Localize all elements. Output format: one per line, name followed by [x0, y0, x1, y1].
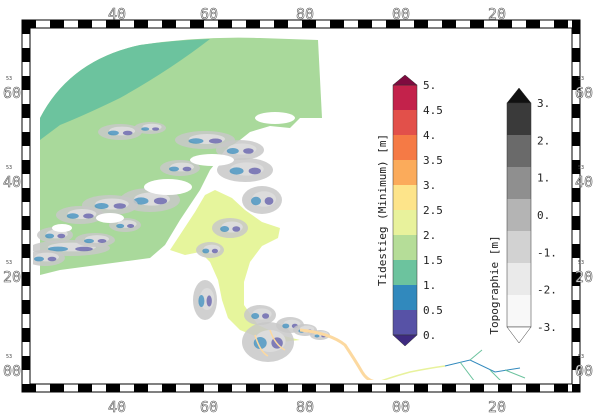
topography-swatch	[507, 231, 531, 263]
tidal-rise-label: 1.5	[423, 254, 443, 267]
tidal-rise-label: 2.5	[423, 204, 443, 217]
y-prefix-right-60: 53	[578, 76, 584, 82]
tidal-rise-bottom-cap	[392, 334, 418, 347]
topography-swatch	[507, 263, 531, 295]
x-tick-top-80: 80	[296, 5, 314, 23]
y-tick-right-40: 40	[575, 173, 593, 191]
y-tick-right-00: 00	[575, 362, 593, 380]
tidal-rise-label: 3.	[423, 179, 436, 192]
x-tick-bottom-20: 20	[488, 398, 506, 416]
topography-label: 1.	[537, 172, 550, 185]
coastal-land	[33, 122, 330, 362]
y-prefix-left-60: 53	[6, 76, 12, 82]
y-prefix-left-00: 53	[6, 354, 12, 360]
topography-label: 2.	[537, 134, 550, 147]
y-prefix-right-20: 53	[578, 260, 584, 266]
topography-label: 3.	[537, 97, 550, 110]
tidal-rise-label: 1.	[423, 279, 436, 292]
x-tick-top-60: 60	[200, 5, 218, 23]
x-tick-bottom-40: 40	[108, 398, 126, 416]
tidal-rise-swatches	[392, 84, 418, 336]
topography-colorbar: 3. 2. 1. 0. -1. -2. -3. Topographie [m]	[488, 87, 557, 344]
y-tick-left-00: 00	[3, 362, 21, 380]
y-tick-right-60: 60	[575, 84, 593, 102]
tidal-rise-title: Tidestieg (Minimum) [m]	[376, 134, 389, 286]
topography-swatch	[507, 103, 531, 135]
tidal-rise-label: 5.	[423, 79, 436, 92]
tidal-rise-label: 0.	[423, 329, 436, 342]
tidal-rise-swatch	[393, 260, 417, 285]
tidal-rise-swatch	[393, 160, 417, 185]
tidal-rise-label: 4.	[423, 129, 436, 142]
y-tick-prefixes: 53 53 53 53 53 53 53 53	[6, 76, 584, 360]
topography-label: -3.	[537, 321, 557, 334]
topography-labels: 3. 2. 1. 0. -1. -2. -3.	[537, 97, 557, 334]
tidal-rise-swatch	[393, 310, 417, 335]
coordinate-labels: 40 60 80 00 20 40 60 80 00 20 60 40 20 0…	[3, 5, 594, 417]
topography-top-cap	[506, 87, 532, 104]
x-tick-bottom-60: 60	[200, 398, 218, 416]
tidal-rise-swatch	[393, 210, 417, 235]
tidal-rise-swatch	[393, 185, 417, 210]
x-tick-top-00: 00	[392, 5, 410, 23]
topography-title: Topographie [m]	[488, 235, 501, 334]
y-prefix-left-40: 53	[6, 165, 12, 171]
topography-label: 0.	[537, 209, 550, 222]
tidal-rise-swatch	[393, 110, 417, 135]
tidal-rise-swatch	[393, 135, 417, 160]
y-tick-left-60: 60	[3, 84, 21, 102]
topography-swatches	[506, 102, 532, 328]
tidal-rise-swatch	[393, 285, 417, 310]
x-tick-bottom-80: 80	[296, 398, 314, 416]
topography-swatch	[507, 295, 531, 327]
topography-bottom-cap	[506, 326, 532, 344]
topography-swatch	[507, 199, 531, 231]
tidal-rise-labels: 5. 4.5 4. 3.5 3. 2.5 2. 1.5 1. 0.5 0.	[423, 79, 443, 342]
topography-label: -1.	[537, 246, 557, 259]
deep-sea-area	[40, 39, 210, 140]
estuary-area	[170, 190, 300, 342]
topography-swatch	[507, 135, 531, 167]
topography-swatch	[507, 167, 531, 199]
y-tick-right-20: 20	[575, 268, 593, 286]
tidal-rise-label: 0.5	[423, 304, 443, 317]
tidal-rise-colorbar: 5. 4.5 4. 3.5 3. 2.5 2. 1.5 1. 0.5 0. Tidestieg (M…	[376, 74, 443, 347]
tidal-rise-swatch	[393, 235, 417, 260]
tidal-rise-label: 2.	[423, 229, 436, 242]
tidal-rise-label: 4.5	[423, 104, 443, 117]
tidal-rise-top-cap	[392, 74, 418, 86]
y-prefix-left-20: 53	[6, 260, 12, 266]
x-tick-top-20: 20	[488, 5, 506, 23]
tidal-rise-swatch	[393, 85, 417, 110]
x-tick-top-40: 40	[108, 5, 126, 23]
river-network	[254, 328, 526, 380]
topography-label: -2.	[537, 284, 557, 297]
islands	[52, 112, 334, 232]
x-tick-bottom-00: 00	[392, 398, 410, 416]
tidal-rise-label: 3.5	[423, 154, 443, 167]
map-content	[33, 37, 526, 380]
y-tick-left-40: 40	[3, 173, 21, 191]
map-frame	[21, 19, 581, 393]
y-prefix-right-40: 53	[578, 165, 584, 171]
y-prefix-right-00: 53	[578, 354, 584, 360]
y-tick-left-20: 20	[3, 268, 21, 286]
